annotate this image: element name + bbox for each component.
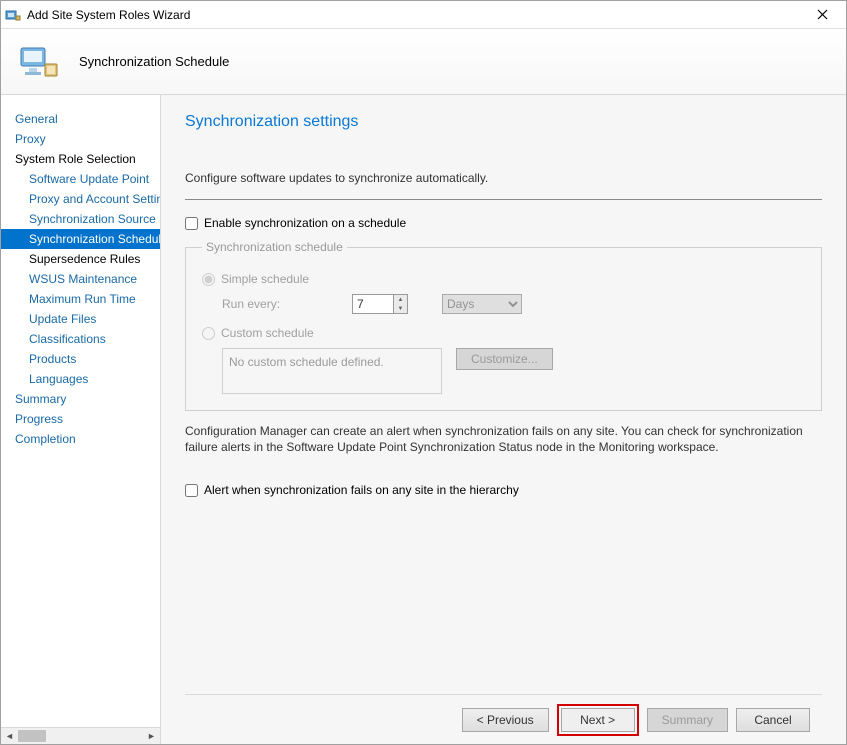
run-every-row: Run every: ▲ ▼ Days xyxy=(222,294,805,314)
wizard-footer: < Previous Next > Summary Cancel xyxy=(185,694,822,744)
wizard-content: Synchronization settings Configure softw… xyxy=(161,95,846,744)
wizard-header: Synchronization Schedule xyxy=(1,29,846,95)
simple-schedule-label: Simple schedule xyxy=(221,272,309,286)
nav-item[interactable]: Synchronization Source xyxy=(1,209,160,229)
nav-item[interactable]: Proxy xyxy=(1,129,160,149)
nav-item[interactable]: Summary xyxy=(1,389,160,409)
alert-checkbox-label: Alert when synchronization fails on any … xyxy=(204,483,519,497)
cancel-button[interactable]: Cancel xyxy=(736,708,810,732)
nav-item[interactable]: Software Update Point xyxy=(1,169,160,189)
nav-item[interactable]: Classifications xyxy=(1,329,160,349)
run-every-label: Run every: xyxy=(222,297,352,311)
header-title: Synchronization Schedule xyxy=(79,54,229,69)
nav-item[interactable]: WSUS Maintenance xyxy=(1,269,160,289)
run-every-input xyxy=(352,294,394,314)
header-icon xyxy=(17,40,61,84)
nav-item[interactable]: Completion xyxy=(1,429,160,449)
intro-text: Configure software updates to synchroniz… xyxy=(185,171,822,185)
custom-schedule-radio xyxy=(202,327,215,340)
close-button[interactable] xyxy=(802,2,842,28)
divider xyxy=(185,199,822,200)
nav-item[interactable]: General xyxy=(1,109,160,129)
enable-sync-checkbox[interactable] xyxy=(185,217,198,230)
summary-button: Summary xyxy=(647,708,728,732)
schedule-legend: Synchronization schedule xyxy=(202,240,347,254)
alert-checkbox-row[interactable]: Alert when synchronization fails on any … xyxy=(185,483,822,497)
sidebar-hscrollbar[interactable]: ◄ ► xyxy=(1,727,160,744)
previous-button[interactable]: < Previous xyxy=(462,708,549,732)
run-every-spinner: ▲ ▼ xyxy=(394,294,408,314)
title-bar: Add Site System Roles Wizard xyxy=(1,1,846,29)
nav-item[interactable]: Products xyxy=(1,349,160,369)
next-button[interactable]: Next > xyxy=(561,708,635,732)
nav-item[interactable]: Update Files xyxy=(1,309,160,329)
scroll-left-icon[interactable]: ◄ xyxy=(1,728,18,744)
nav-item[interactable]: Supersedence Rules xyxy=(1,249,160,269)
custom-schedule-radio-row: Custom schedule xyxy=(202,326,805,340)
custom-schedule-text: No custom schedule defined. xyxy=(222,348,442,394)
nav-item[interactable]: Proxy and Account Settings xyxy=(1,189,160,209)
simple-schedule-radio xyxy=(202,273,215,286)
page-heading: Synchronization settings xyxy=(185,113,822,131)
wizard-window: Add Site System Roles Wizard Synchroniza… xyxy=(0,0,847,745)
nav-item[interactable]: Progress xyxy=(1,409,160,429)
next-button-highlight: Next > xyxy=(557,704,639,736)
enable-sync-label: Enable synchronization on a schedule xyxy=(204,216,406,230)
wizard-icon xyxy=(5,7,21,23)
scroll-right-icon[interactable]: ► xyxy=(143,728,160,744)
spin-down-icon: ▼ xyxy=(394,304,407,313)
nav-item[interactable]: Maximum Run Time xyxy=(1,289,160,309)
nav-item[interactable]: System Role Selection xyxy=(1,149,160,169)
simple-schedule-radio-row: Simple schedule xyxy=(202,272,805,286)
alert-note: Configuration Manager can create an aler… xyxy=(185,423,822,455)
scroll-thumb[interactable] xyxy=(18,730,46,742)
alert-checkbox[interactable] xyxy=(185,484,198,497)
customize-button: Customize... xyxy=(456,348,553,370)
nav-item[interactable]: Languages xyxy=(1,369,160,389)
enable-sync-checkbox-row[interactable]: Enable synchronization on a schedule xyxy=(185,216,822,230)
custom-schedule-row: No custom schedule defined. Customize... xyxy=(222,348,805,394)
wizard-body: GeneralProxySystem Role SelectionSoftwar… xyxy=(1,95,846,744)
wizard-sidebar: GeneralProxySystem Role SelectionSoftwar… xyxy=(1,95,161,744)
nav-item[interactable]: Synchronization Schedule xyxy=(1,229,160,249)
custom-schedule-label: Custom schedule xyxy=(221,326,314,340)
window-title: Add Site System Roles Wizard xyxy=(27,8,802,22)
schedule-fieldset: Synchronization schedule Simple schedule… xyxy=(185,240,822,411)
spin-up-icon: ▲ xyxy=(394,295,407,304)
run-every-units: Days xyxy=(442,294,522,314)
